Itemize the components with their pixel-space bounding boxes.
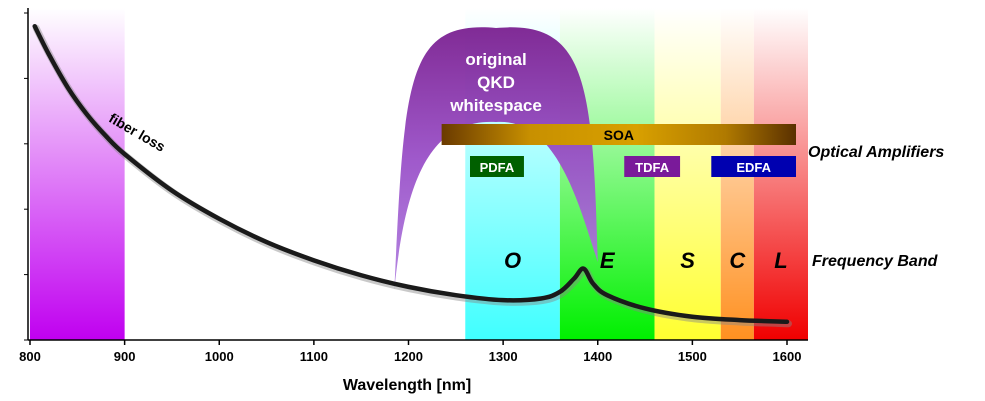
soa-label: SOA bbox=[604, 127, 634, 143]
x-tick-label: 1200 bbox=[394, 349, 423, 364]
band-letter-c: C bbox=[729, 248, 746, 273]
pdfa-bar bbox=[470, 156, 524, 177]
qkd-label-line: whitespace bbox=[449, 96, 542, 115]
band-letter-l: L bbox=[774, 248, 787, 273]
x-tick-label: 1600 bbox=[773, 349, 802, 364]
band-region-nir bbox=[30, 8, 125, 340]
band-letter-s: S bbox=[680, 248, 695, 273]
x-tick-label: 1400 bbox=[583, 349, 612, 364]
x-tick-label: 1300 bbox=[489, 349, 518, 364]
frequency-band-label: Frequency Band bbox=[812, 253, 939, 270]
tdfa-label: TDFA bbox=[635, 160, 670, 175]
qkd-arch bbox=[394, 27, 598, 290]
band-letter-e: E bbox=[600, 248, 616, 273]
edfa-label: EDFA bbox=[736, 160, 771, 175]
qkd-whitespace: original QKD whitespace bbox=[394, 27, 598, 290]
qkd-label-line: original bbox=[465, 50, 526, 69]
tdfa-bar bbox=[624, 156, 681, 177]
pdfa-label: PDFA bbox=[480, 160, 515, 175]
edfa-bar bbox=[711, 156, 796, 177]
fiber-loss-line bbox=[32, 24, 790, 324]
soa-bar bbox=[441, 124, 796, 145]
x-axis-title: Wavelength [nm] bbox=[343, 377, 471, 394]
band-letter-o: O bbox=[504, 248, 521, 273]
x-tick-label: 1500 bbox=[678, 349, 707, 364]
axes: 800 900 1000 1100 1200 1300 1400 1500 1600 bbox=[19, 8, 808, 364]
x-tick-label: 1100 bbox=[300, 349, 328, 364]
optical-amplifiers-label: Optical Amplifiers bbox=[808, 144, 944, 161]
qkd-label-line: QKD bbox=[477, 73, 515, 92]
x-tick-label: 1000 bbox=[205, 349, 234, 364]
amplifier-bars: SOA PDFA TDFA EDFA bbox=[441, 124, 796, 177]
x-tick-label: 900 bbox=[114, 349, 136, 364]
x-tick-label: 800 bbox=[19, 349, 41, 364]
